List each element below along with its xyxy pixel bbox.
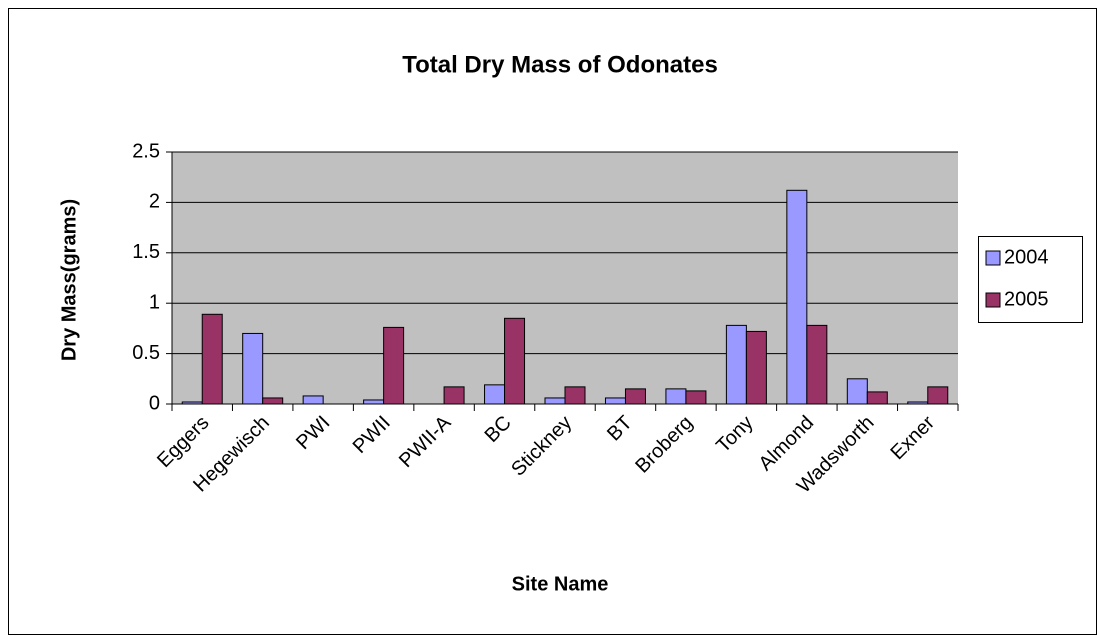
legend-label: 2005: [1004, 288, 1049, 310]
bar: [846, 378, 868, 405]
bar: [564, 386, 586, 405]
bar: [383, 326, 405, 405]
bar: [504, 317, 526, 405]
bar: [604, 397, 626, 405]
bar: [665, 388, 687, 405]
bar: [624, 388, 646, 405]
y-tick-label: 0.5: [132, 342, 160, 364]
bar: [363, 399, 385, 405]
bar: [484, 384, 506, 405]
y-tick-label: 2: [149, 191, 160, 213]
bar: [201, 313, 223, 405]
bar: [866, 391, 888, 405]
legend-swatch: [985, 292, 1001, 308]
bar: [685, 390, 707, 405]
y-axis-title: Dry Mass(grams): [58, 199, 80, 361]
bar: [927, 386, 949, 405]
chart-title: Total Dry Mass of Odonates: [402, 51, 718, 78]
legend-label: 2004: [1004, 246, 1049, 268]
x-axis-title: Site Name: [512, 573, 609, 595]
bar: [302, 395, 324, 405]
bar: [544, 397, 566, 405]
bar: [262, 397, 284, 405]
bar: [443, 386, 465, 405]
bar: [725, 324, 747, 405]
bar: [242, 332, 264, 405]
y-tick-label: 2.5: [132, 140, 160, 162]
plot-area: [172, 152, 958, 404]
bar: [745, 330, 767, 405]
y-tick-label: 1.5: [132, 241, 160, 263]
legend-swatch: [985, 250, 1001, 266]
y-tick-label: 1: [149, 291, 160, 313]
bar: [786, 189, 808, 405]
bar: [806, 324, 828, 405]
y-tick-label: 0: [149, 392, 160, 414]
